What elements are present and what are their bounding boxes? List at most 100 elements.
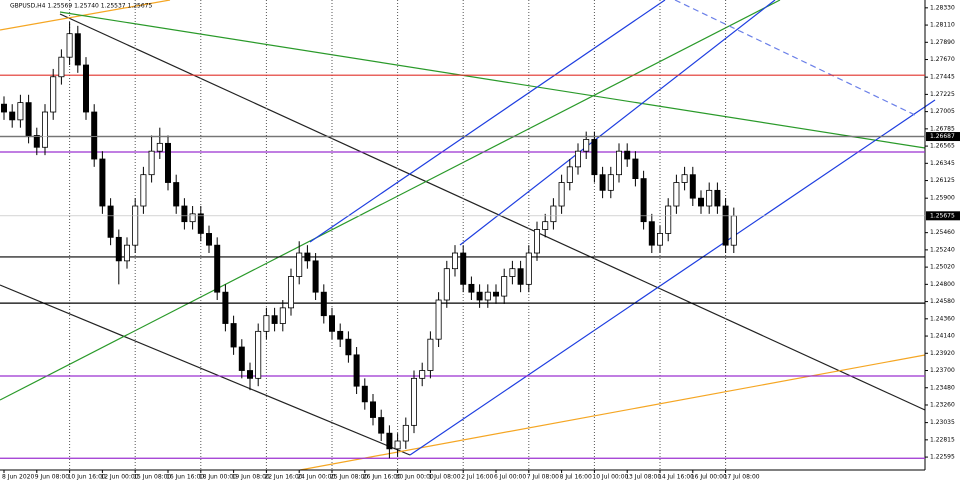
x-tick-label: 6 Jul 00:00 [494,474,526,481]
candle [501,268,508,304]
candle [238,339,245,379]
candle-body [394,440,401,450]
y-tick-label: 1.27890 [930,39,955,46]
candle-body [50,76,57,113]
y-tick-label: 1.24800 [930,281,955,288]
x-tick-label: 10 Jul 00:00 [592,474,628,481]
candle [189,206,196,230]
candle [287,268,294,316]
candle-body [124,244,131,262]
trend-line [409,99,936,456]
y-tick-label: 1.22595 [930,454,955,461]
candle-body [320,291,327,317]
candle-body [460,252,467,285]
candle-body [730,215,737,246]
candle [296,241,303,285]
candle [361,378,368,410]
candle-body [246,370,253,379]
candle-body [74,33,81,66]
candle [509,260,516,285]
candle-body [476,291,483,301]
candle [386,425,393,459]
candle [542,213,549,238]
candle-body [287,276,294,309]
trend-line [299,354,926,471]
x-tick-label: 2 Jul 16:00 [461,474,493,481]
y-tick-label: 1.26785 [930,125,955,132]
candle-body [402,424,409,442]
candle [328,307,335,340]
candle-body [484,291,491,301]
candle [402,417,409,449]
candle [607,166,614,199]
candle [640,170,647,230]
x-tick-label: 12 Jun 00:00 [100,474,138,481]
candle [181,198,188,230]
candle-body [214,244,221,293]
candle [468,276,475,301]
candle [320,284,327,324]
candle [66,21,73,66]
y-tick-label: 1.27005 [930,108,955,115]
candle-body [369,401,376,418]
candle-body [271,315,278,324]
candle-body [132,205,139,246]
candle-body [468,283,475,293]
x-tick-label: 19 Jun 08:00 [232,474,270,481]
y-tick-label: 1.23035 [930,419,955,426]
candle-body [255,330,262,379]
candle-body [337,330,344,340]
candle [566,159,573,191]
candle [304,245,311,269]
candle-body [189,213,196,223]
candle [534,221,541,261]
trend-line [0,0,171,31]
candle [0,96,7,120]
candle [132,198,139,254]
candle [230,315,237,355]
candle [435,292,442,348]
candle [83,57,90,120]
candle [58,49,65,85]
candle [279,300,286,332]
candle-body [435,299,442,340]
candle [263,307,270,340]
candle-body [181,205,188,223]
candle [616,143,623,183]
candle-body [345,338,352,356]
candle [115,229,122,285]
price-tag-label: 1.26687 [930,133,955,140]
trend-line [0,0,781,401]
candle-body [722,205,729,246]
candle [255,323,262,387]
candle-body [58,56,65,78]
x-tick-label: 18 Jun 00:00 [199,474,237,481]
candle [74,25,81,73]
candle-body [575,150,582,168]
candle-body [427,338,434,371]
candle-body [632,158,639,179]
y-tick-label: 1.24360 [930,315,955,322]
trend-line [59,13,926,411]
candle [419,362,426,387]
candle-body [665,205,672,234]
y-tick-label: 1.27225 [930,91,955,98]
candle [50,68,57,120]
candle-body [525,252,532,285]
candle-body [509,268,516,277]
candle-body [657,233,664,246]
x-tick-label: 9 Jun 08:00 [35,474,69,481]
candle-body [451,252,458,270]
candle-body [419,370,426,379]
candle [246,362,253,391]
y-tick-label: 1.25460 [930,229,955,236]
y-tick-label: 1.22815 [930,436,955,443]
candle [164,135,171,191]
x-tick-label: 1 Jul 08:00 [428,474,460,481]
x-tick-label: 17 Jul 08:00 [724,474,760,481]
x-tick-label: 7 Jul 08:00 [527,474,559,481]
candle-body [706,189,713,207]
x-tick-label: 15 Jun 08:00 [133,474,171,481]
candle [558,174,565,214]
